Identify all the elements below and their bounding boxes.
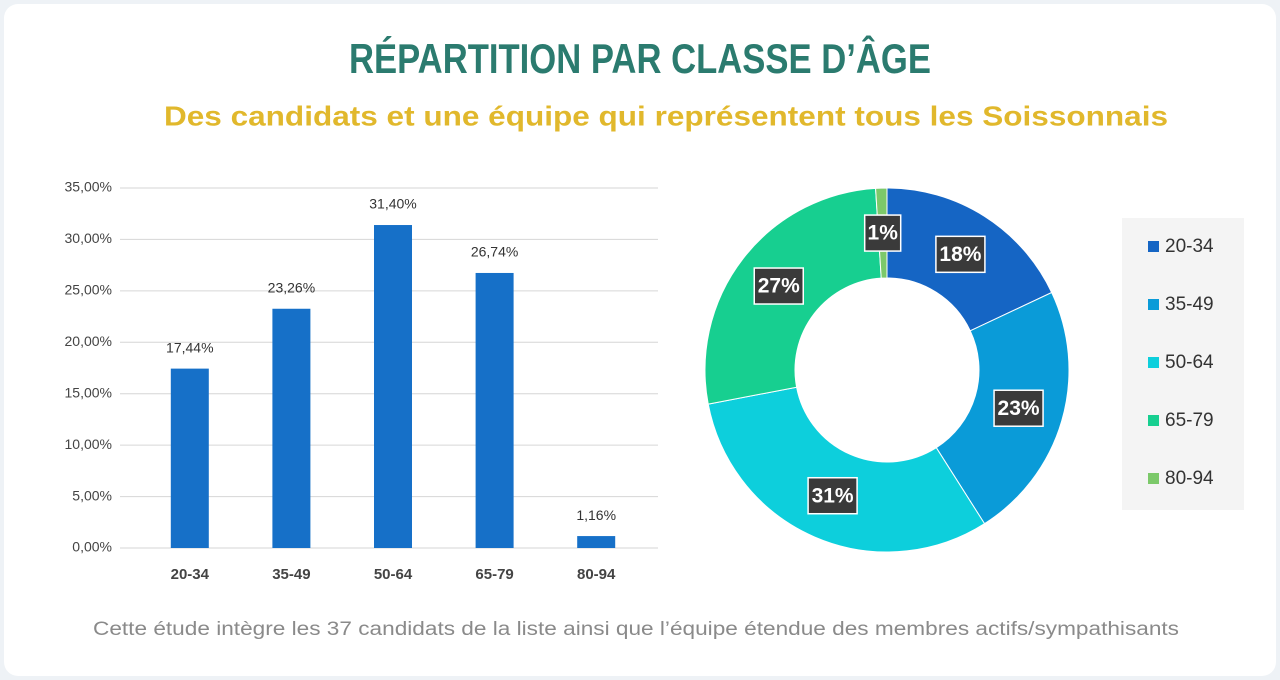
legend-swatch — [1148, 415, 1159, 426]
legend-swatch — [1148, 241, 1159, 252]
data-label-box — [807, 476, 858, 515]
data-label: 31% — [812, 484, 854, 507]
y-tick-label: 35,00% — [65, 179, 112, 195]
x-tick-label: 50-64 — [374, 566, 413, 583]
footnote: Cette étude intègre les 37 candidats de … — [93, 619, 1179, 640]
subtitle: Des candidats et une équipe qui représen… — [164, 100, 1168, 131]
legend-swatch — [1148, 357, 1159, 368]
data-label-box — [993, 389, 1044, 427]
legend-label: 65-79 — [1165, 410, 1214, 431]
x-tick-label: 35-49 — [272, 566, 310, 583]
legend-label: 35-49 — [1165, 294, 1214, 315]
legend-swatch — [1148, 299, 1159, 310]
data-label: 1,16% — [576, 507, 616, 523]
donut-slice — [707, 386, 986, 553]
y-tick-label: 0,00% — [72, 539, 112, 555]
legend-swatch — [1148, 473, 1159, 484]
bar — [272, 308, 311, 548]
bar — [577, 536, 616, 548]
data-label: 18% — [939, 243, 981, 266]
y-tick-label: 5,00% — [72, 487, 112, 503]
bar — [170, 368, 209, 548]
data-label-box — [935, 235, 986, 274]
legend-label: 50-64 — [1165, 352, 1214, 373]
bar — [475, 272, 514, 548]
data-label-box — [863, 214, 902, 252]
y-tick-label: 10,00% — [65, 436, 112, 452]
x-tick-label: 20-34 — [171, 566, 210, 583]
data-label: 26,74% — [471, 244, 518, 260]
data-label: 23,26% — [268, 279, 315, 295]
x-tick-label: 65-79 — [475, 566, 513, 583]
y-tick-label: 25,00% — [65, 282, 112, 298]
title: RÉPARTITION PAR CLASSE D’ÂGE — [349, 34, 931, 82]
legend-box — [1122, 218, 1244, 510]
y-tick-label: 30,00% — [65, 230, 112, 246]
data-label-box — [753, 267, 804, 305]
bar — [374, 225, 412, 548]
x-tick-label: 80-94 — [577, 566, 616, 583]
y-tick-label: 15,00% — [65, 384, 112, 400]
data-label: 23% — [998, 397, 1040, 420]
y-tick-label: 20,00% — [65, 333, 112, 349]
data-label: 1% — [868, 222, 899, 245]
data-label: 31,40% — [369, 196, 416, 212]
legend-label: 20-34 — [1165, 236, 1214, 257]
data-label: 27% — [758, 275, 800, 298]
legend-label: 80-94 — [1165, 468, 1214, 489]
data-label: 17,44% — [166, 339, 213, 355]
